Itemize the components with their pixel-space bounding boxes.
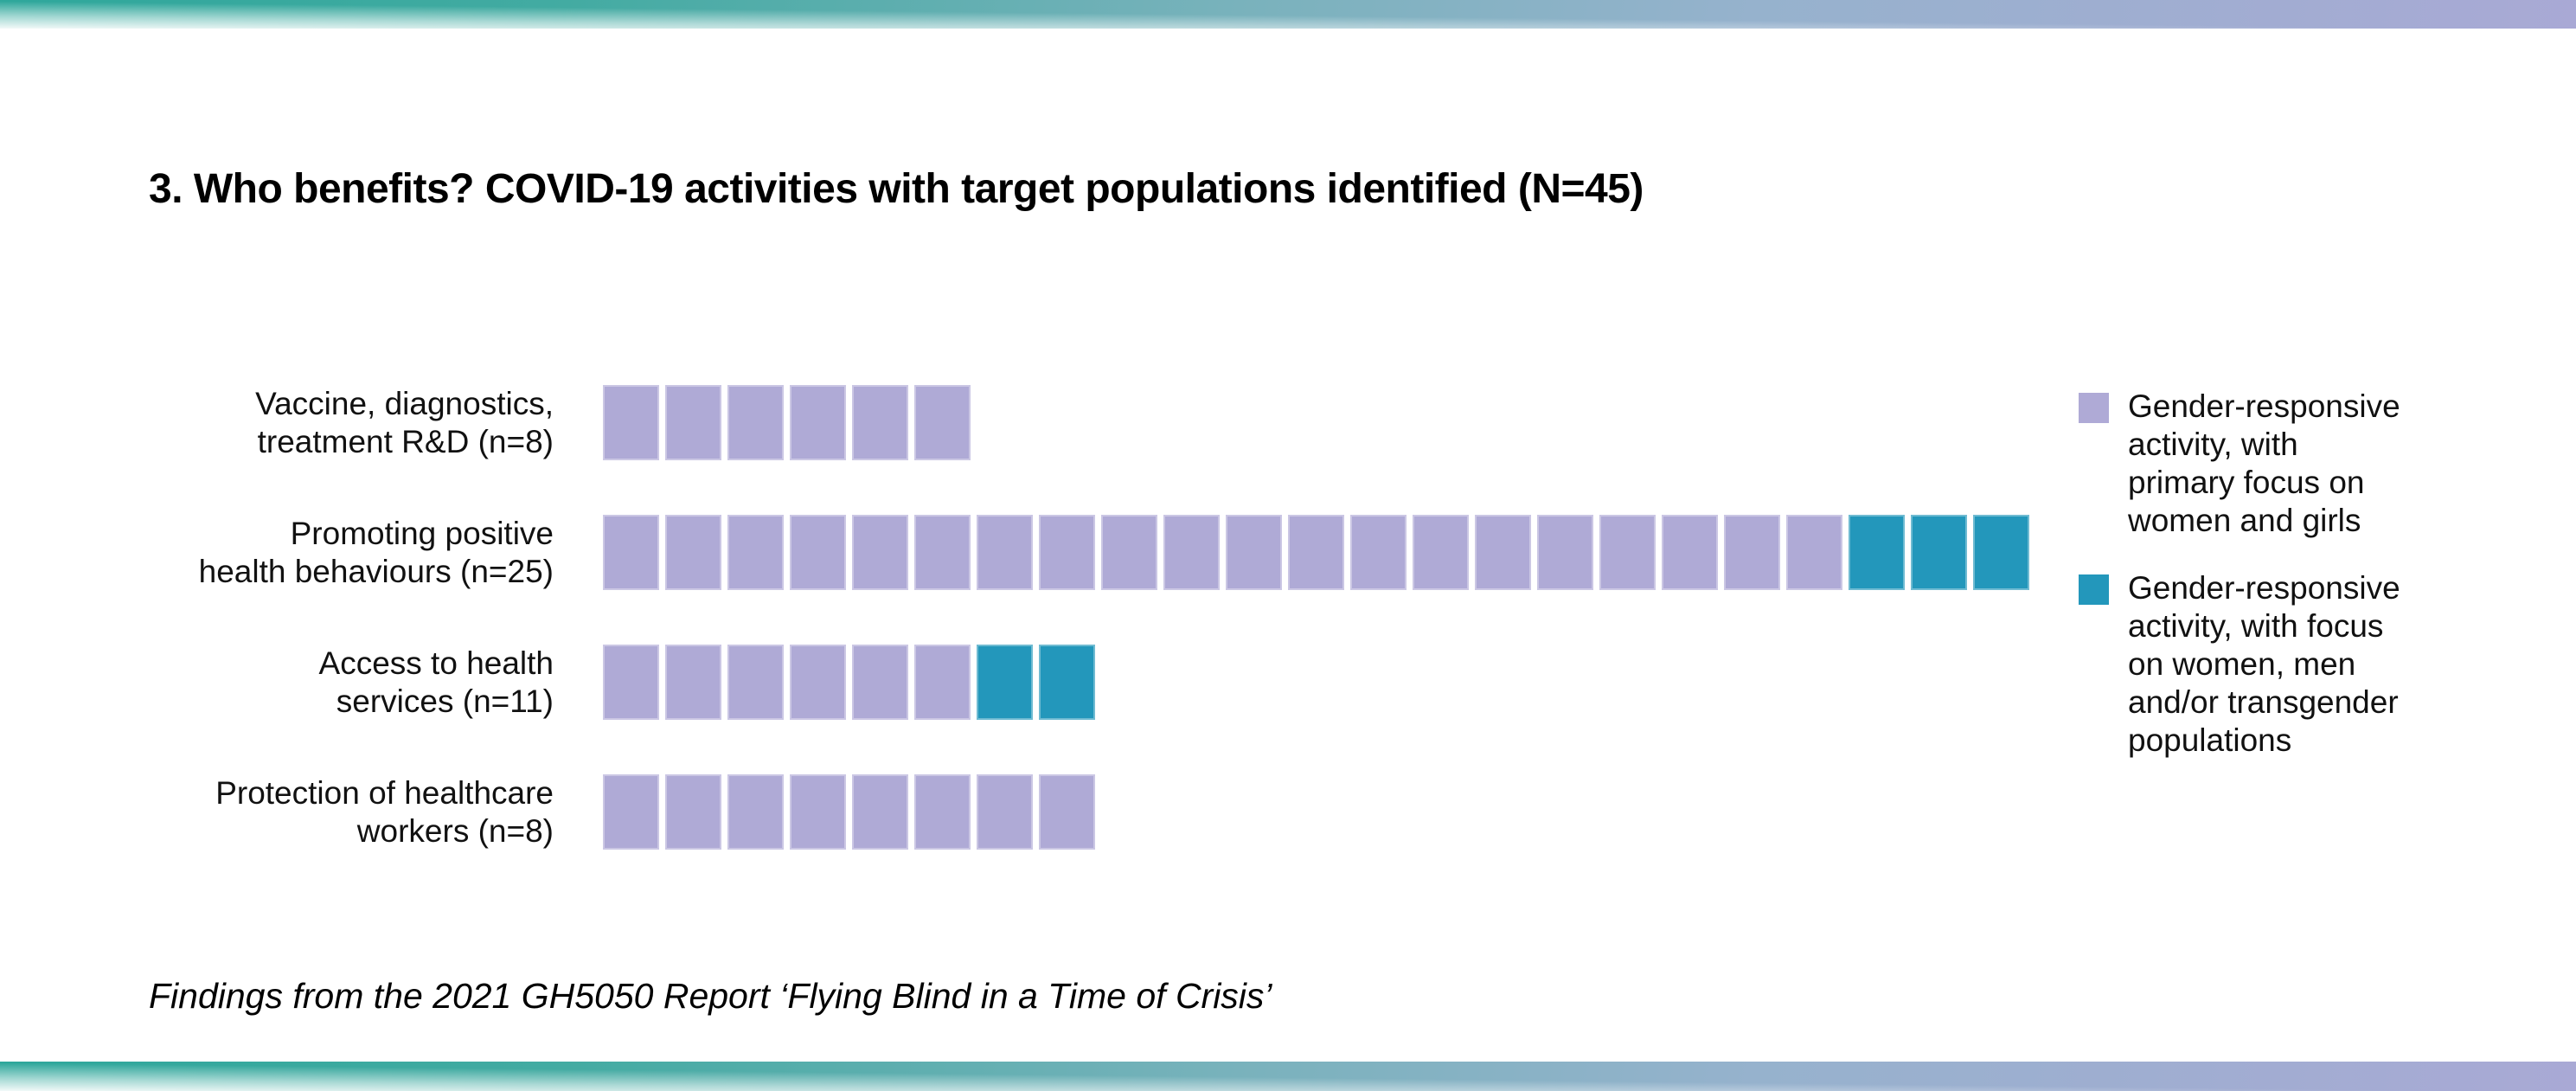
waffle-square-women-girls [1475, 515, 1531, 590]
waffle-square-women-girls [914, 645, 971, 720]
waffle-square-women-girls [1288, 515, 1344, 590]
waffle-square-women-girls [665, 645, 721, 720]
waffle-square-women-girls [665, 515, 721, 590]
row-squares [603, 645, 1095, 720]
waffle-square-women-girls [852, 515, 908, 590]
waffle-square-women-girls [727, 385, 784, 460]
waffle-square-women-girls [603, 774, 659, 850]
waffle-square-women-girls [790, 774, 846, 850]
waffle-square-women-girls [977, 774, 1033, 850]
legend-swatch-teal [2079, 574, 2109, 605]
waffle-square-women-girls [1786, 515, 1842, 590]
waffle-square-women-girls [1599, 515, 1656, 590]
waffle-square-women-girls [1101, 515, 1157, 590]
waffle-row: Access to health services (n=11) [0, 645, 2029, 720]
waffle-square-women-girls [977, 515, 1033, 590]
waffle-square-women-girls [1662, 515, 1718, 590]
chart-title: 3. Who benefits? COVID-19 activities wit… [149, 166, 1644, 212]
waffle-square-women-girls [1039, 774, 1095, 850]
waffle-square-women-girls [1350, 515, 1407, 590]
waffle-rows: Vaccine, diagnostics, treatment R&D (n=8… [0, 385, 2029, 850]
waffle-square-women-girls [1537, 515, 1593, 590]
waffle-square-women-girls [1724, 515, 1780, 590]
waffle-square-women-girls [665, 385, 721, 460]
row-label: Vaccine, diagnostics, treatment R&D (n=8… [255, 385, 554, 459]
waffle-square-women-girls [727, 515, 784, 590]
waffle-square-women-girls [852, 645, 908, 720]
waffle-square-women-girls [1226, 515, 1282, 590]
waffle-square-women-girls [603, 515, 659, 590]
row-label: Promoting positive health behaviours (n=… [198, 515, 554, 589]
waffle-square-women-girls [603, 645, 659, 720]
waffle-square-women-men-transgender [1039, 645, 1095, 720]
waffle-square-women-men-transgender [1911, 515, 1967, 590]
waffle-square-women-girls [914, 774, 971, 850]
waffle-square-women-girls [914, 515, 971, 590]
row-label: Access to health services (n=11) [318, 645, 554, 719]
row-squares [603, 515, 2029, 590]
waffle-square-women-girls [1163, 515, 1220, 590]
waffle-chart: Vaccine, diagnostics, treatment R&D (n=8… [0, 385, 2029, 850]
waffle-square-women-girls [727, 645, 784, 720]
row-squares [603, 385, 971, 460]
waffle-square-women-girls [603, 385, 659, 460]
legend-item-women-girls: Gender-responsive activity, with primary… [2079, 388, 2563, 540]
waffle-square-women-girls [790, 515, 846, 590]
waffle-row: Vaccine, diagnostics, treatment R&D (n=8… [0, 385, 2029, 460]
source-note: Findings from the 2021 GH5050 Report ‘Fl… [149, 976, 1272, 1016]
waffle-row: Protection of healthcare workers (n=8) [0, 774, 2029, 850]
waffle-square-women-girls [852, 774, 908, 850]
legend-label: Gender-responsive activity, with primary… [2128, 388, 2400, 538]
waffle-square-women-girls [790, 385, 846, 460]
waffle-square-women-girls [790, 645, 846, 720]
waffle-square-women-girls [1039, 515, 1095, 590]
legend-label: Gender-responsive activity, with focus o… [2128, 570, 2400, 758]
waffle-square-women-men-transgender [1973, 515, 2029, 590]
waffle-square-women-girls [914, 385, 971, 460]
legend-swatch-purple [2079, 393, 2109, 423]
waffle-square-women-girls [852, 385, 908, 460]
waffle-row: Promoting positive health behaviours (n=… [0, 515, 2029, 590]
waffle-square-women-girls [1413, 515, 1469, 590]
row-squares [603, 774, 1095, 850]
legend-item-women-men-transgender: Gender-responsive activity, with focus o… [2079, 569, 2563, 760]
chart-legend: Gender-responsive activity, with primary… [2079, 388, 2563, 789]
waffle-square-women-girls [665, 774, 721, 850]
row-label: Protection of healthcare workers (n=8) [215, 774, 554, 849]
top-gradient-bar [0, 0, 2576, 29]
bottom-gradient-bar [0, 1062, 2576, 1091]
waffle-square-women-men-transgender [1849, 515, 1905, 590]
waffle-square-women-girls [727, 774, 784, 850]
waffle-square-women-men-transgender [977, 645, 1033, 720]
